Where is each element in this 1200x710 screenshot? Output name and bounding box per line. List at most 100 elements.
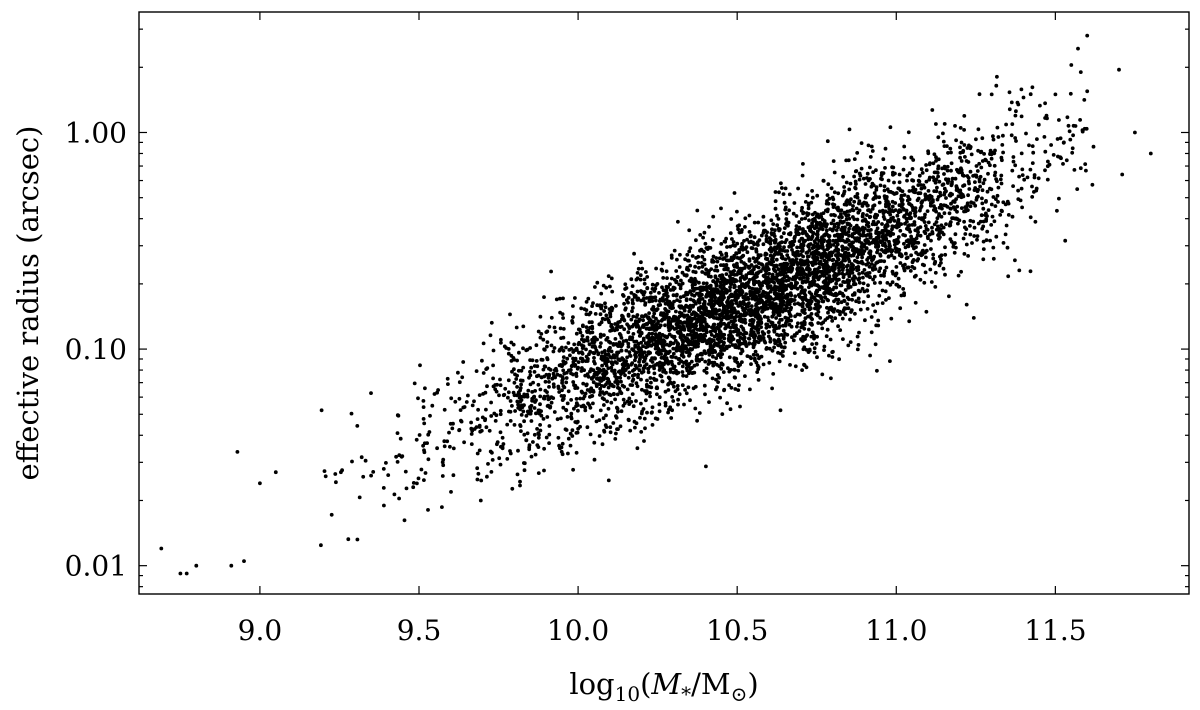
data-point bbox=[815, 288, 819, 293]
data-point bbox=[971, 316, 976, 320]
data-point bbox=[535, 374, 539, 379]
data-point bbox=[888, 231, 893, 236]
data-point bbox=[648, 318, 653, 322]
data-point bbox=[735, 209, 739, 214]
data-point bbox=[916, 196, 921, 201]
data-point bbox=[579, 389, 584, 394]
data-point bbox=[818, 269, 823, 274]
data-point bbox=[832, 190, 837, 195]
data-point bbox=[655, 344, 660, 348]
data-point bbox=[771, 222, 776, 227]
data-point bbox=[770, 227, 774, 232]
data-point bbox=[1038, 103, 1042, 108]
data-point bbox=[570, 434, 575, 438]
data-point bbox=[910, 260, 915, 265]
data-point bbox=[486, 462, 490, 466]
data-point bbox=[604, 413, 608, 418]
data-point bbox=[775, 213, 779, 218]
data-point bbox=[469, 432, 474, 436]
data-point bbox=[702, 257, 707, 262]
data-point bbox=[588, 330, 593, 335]
data-point bbox=[714, 282, 719, 287]
data-point bbox=[802, 307, 807, 312]
data-point bbox=[1078, 166, 1083, 171]
data-point bbox=[469, 426, 474, 431]
data-point bbox=[926, 236, 930, 241]
data-point bbox=[966, 193, 970, 198]
data-point bbox=[647, 331, 652, 336]
data-point bbox=[688, 289, 693, 294]
data-point bbox=[831, 293, 836, 297]
data-point bbox=[635, 271, 640, 275]
data-point bbox=[769, 218, 774, 223]
data-point bbox=[536, 329, 541, 334]
data-point bbox=[1028, 269, 1033, 274]
data-point bbox=[792, 298, 797, 302]
data-point bbox=[820, 372, 825, 377]
data-point bbox=[775, 223, 780, 228]
data-point bbox=[547, 366, 551, 371]
data-point bbox=[790, 277, 795, 282]
data-point bbox=[593, 336, 597, 341]
data-point bbox=[498, 383, 503, 388]
data-point bbox=[980, 201, 985, 206]
data-point bbox=[564, 408, 569, 413]
data-point bbox=[778, 278, 783, 283]
data-point bbox=[697, 411, 702, 415]
data-point bbox=[905, 265, 910, 270]
data-point bbox=[632, 251, 636, 256]
data-point bbox=[549, 315, 554, 320]
data-point bbox=[521, 346, 525, 351]
data-point bbox=[602, 392, 606, 396]
data-point bbox=[592, 356, 596, 360]
data-point bbox=[598, 393, 602, 397]
data-point bbox=[793, 364, 798, 369]
data-point bbox=[672, 366, 676, 371]
data-point bbox=[682, 402, 686, 407]
data-point bbox=[457, 380, 462, 385]
data-point bbox=[598, 335, 603, 339]
data-point bbox=[883, 146, 888, 151]
data-point bbox=[696, 339, 701, 343]
data-point bbox=[720, 352, 725, 356]
data-point bbox=[416, 476, 421, 481]
data-point bbox=[856, 260, 861, 265]
data-point bbox=[1001, 150, 1005, 155]
data-point bbox=[976, 187, 980, 192]
data-point bbox=[687, 309, 692, 314]
data-point bbox=[664, 288, 669, 292]
data-point bbox=[847, 226, 851, 231]
data-point bbox=[714, 256, 719, 260]
data-point bbox=[670, 408, 674, 413]
data-point bbox=[799, 337, 803, 342]
data-point bbox=[774, 257, 779, 262]
data-point bbox=[865, 176, 869, 180]
data-point bbox=[758, 286, 763, 291]
data-point bbox=[933, 260, 937, 265]
data-point bbox=[649, 327, 654, 331]
data-point bbox=[841, 280, 846, 284]
data-point bbox=[588, 432, 593, 437]
data-point bbox=[795, 266, 800, 270]
data-point bbox=[481, 341, 486, 346]
data-point bbox=[805, 250, 810, 255]
data-point bbox=[880, 288, 885, 293]
data-point bbox=[895, 213, 900, 218]
data-point bbox=[415, 481, 419, 486]
data-point bbox=[1080, 129, 1085, 134]
data-point bbox=[695, 418, 699, 423]
data-point bbox=[584, 383, 589, 388]
data-point bbox=[822, 238, 826, 242]
data-point bbox=[411, 481, 416, 485]
data-point bbox=[690, 286, 695, 290]
data-point bbox=[545, 344, 549, 349]
data-point bbox=[866, 283, 870, 288]
data-point bbox=[635, 384, 640, 389]
data-point bbox=[832, 267, 837, 271]
data-point bbox=[1030, 144, 1035, 149]
data-point bbox=[842, 273, 846, 277]
data-point bbox=[637, 368, 642, 373]
data-point bbox=[451, 421, 455, 426]
data-point bbox=[676, 357, 681, 361]
data-point bbox=[1065, 115, 1070, 120]
